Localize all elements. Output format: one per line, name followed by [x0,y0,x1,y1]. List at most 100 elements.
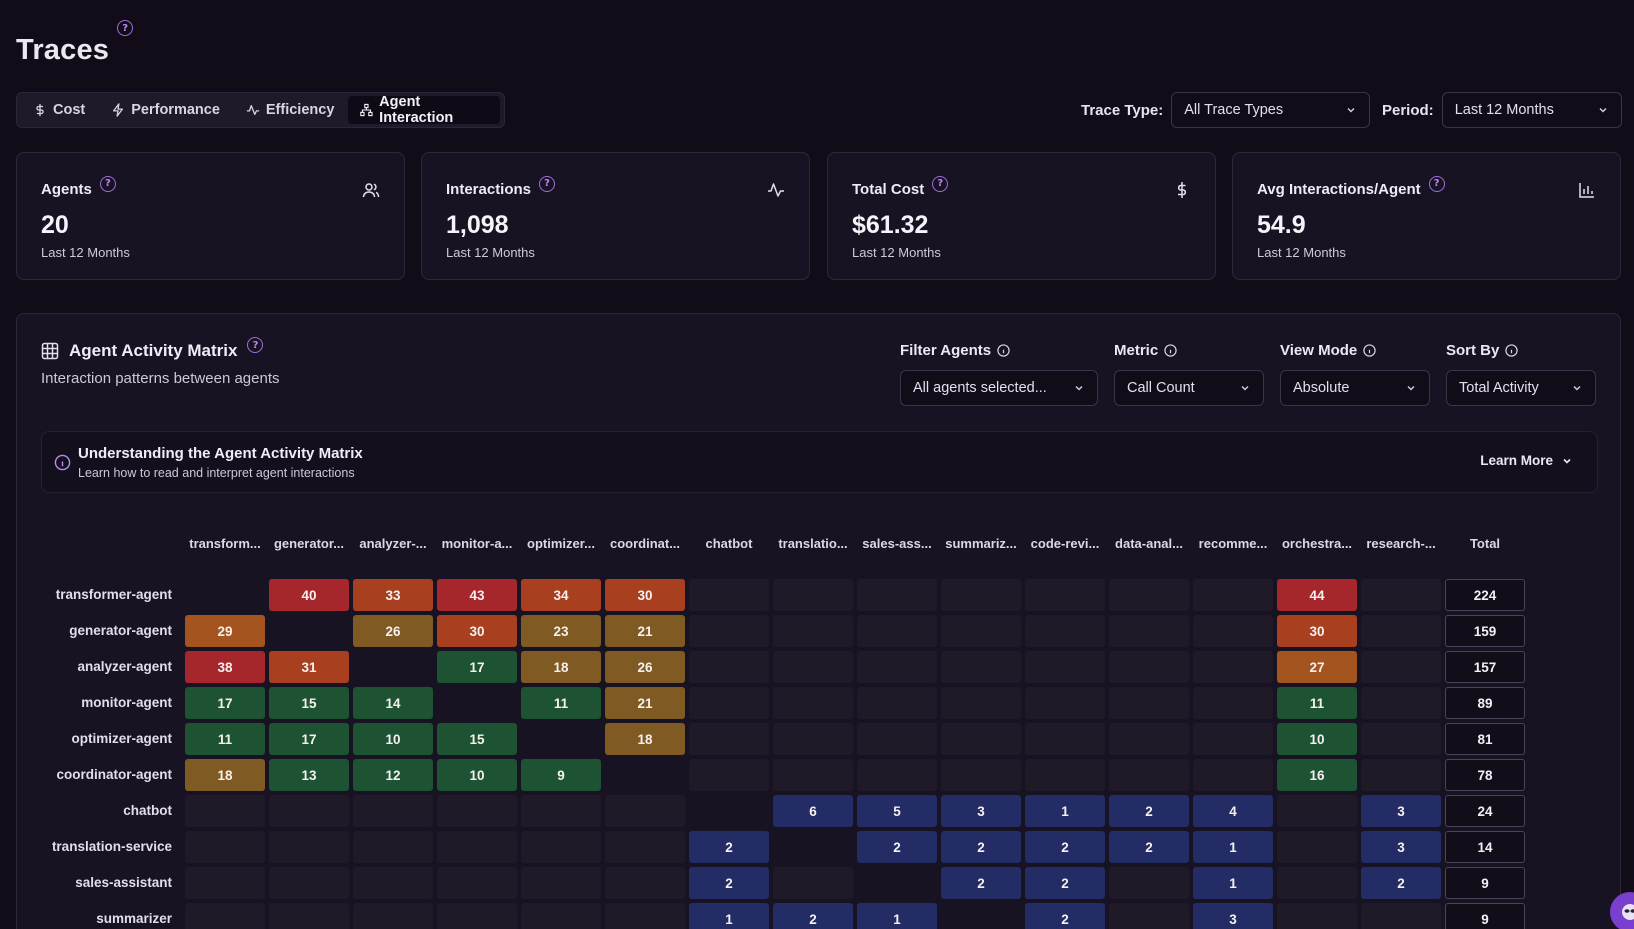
chevron-down-icon [1075,385,1083,391]
matrix-cell[interactable]: 23 [521,615,601,647]
matrix-column-header[interactable]: summariz... [945,536,1017,551]
info-icon[interactable] [997,343,1010,357]
matrix-cell[interactable]: 1 [1193,831,1273,863]
matrix-cell-empty [1361,579,1441,611]
matrix-cell[interactable]: 13 [269,759,349,791]
matrix-cell[interactable]: 2 [1109,795,1189,827]
matrix-cell[interactable]: 2 [1025,867,1105,899]
matrix-cell[interactable]: 10 [437,759,517,791]
tab-efficiency[interactable]: Efficiency [234,96,347,124]
help-icon[interactable]: ? [539,175,556,192]
matrix-column-header[interactable]: orchestra... [1281,536,1353,551]
matrix-cell[interactable]: 9 [521,759,601,791]
matrix-cell[interactable]: 30 [1277,615,1357,647]
matrix-cell[interactable]: 18 [185,759,265,791]
matrix-cell[interactable]: 2 [773,903,853,929]
matrix-cell[interactable]: 2 [1361,867,1441,899]
trace-type-select[interactable]: All Trace Types [1171,92,1371,128]
learn-more-button[interactable]: Learn More [1480,453,1573,468]
matrix-cell[interactable]: 2 [689,867,769,899]
info-icon[interactable] [1505,343,1519,357]
matrix-cell[interactable]: 17 [269,723,349,755]
matrix-column-header[interactable]: research-... [1366,536,1436,551]
matrix-cell[interactable]: 40 [269,579,349,611]
matrix-cell[interactable]: 2 [941,867,1021,899]
matrix-column-header[interactable]: coordinat... [609,536,681,551]
matrix-cell[interactable]: 16 [1277,759,1357,791]
filter-agents-select[interactable]: All agents selected... [900,370,1098,406]
matrix-cell[interactable]: 3 [1193,903,1273,929]
matrix-cell[interactable]: 26 [605,651,685,683]
tab-cost[interactable]: Cost [21,96,97,124]
matrix-cell[interactable]: 2 [941,831,1021,863]
matrix-column-header[interactable]: chatbot [705,536,753,551]
matrix-cell-empty [1361,759,1441,791]
period-select[interactable]: Last 12 Months [1441,92,1622,128]
matrix-cell[interactable]: 21 [605,615,685,647]
matrix-cell[interactable]: 14 [353,687,433,719]
matrix-cell[interactable]: 6 [773,795,853,827]
matrix-cell[interactable]: 17 [437,651,517,683]
matrix-column-header[interactable]: optimizer... [527,536,595,551]
matrix-cell[interactable]: 18 [605,723,685,755]
matrix-column-header[interactable]: code-revi... [1030,536,1100,551]
help-icon[interactable]: ? [247,337,264,353]
matrix-cell[interactable]: 1 [1193,867,1273,899]
matrix-cell[interactable]: 2 [1025,831,1105,863]
matrix-cell[interactable]: 15 [269,687,349,719]
matrix-column-header[interactable]: sales-ass... [862,536,932,551]
matrix-cell[interactable]: 31 [269,651,349,683]
matrix-cell[interactable]: 4 [1193,795,1273,827]
help-icon[interactable]: ? [932,175,949,192]
sort-by-select[interactable]: Total Activity [1446,370,1596,406]
info-icon[interactable] [1164,343,1177,357]
matrix-column-header[interactable]: data-anal... [1115,536,1183,551]
matrix-cell[interactable]: 10 [353,723,433,755]
matrix-cell[interactable]: 12 [353,759,433,791]
matrix-cell[interactable]: 26 [353,615,433,647]
matrix-cell[interactable]: 11 [185,723,265,755]
matrix-column-header[interactable]: analyzer-... [359,536,427,551]
matrix-cell[interactable]: 11 [521,687,601,719]
matrix-cell[interactable]: 2 [1109,831,1189,863]
matrix-cell[interactable]: 18 [521,651,601,683]
matrix-cell[interactable]: 33 [353,579,433,611]
matrix-cell[interactable]: 2 [689,831,769,863]
matrix-cell[interactable]: 29 [185,615,265,647]
matrix-cell[interactable]: 2 [1025,903,1105,929]
matrix-cell[interactable]: 44 [1277,579,1357,611]
tab-agent-interaction[interactable]: Agent Interaction [348,94,500,126]
matrix-column-header[interactable]: recomme... [1198,536,1268,551]
matrix-cell[interactable]: 27 [1277,651,1357,683]
matrix-cell[interactable]: 3 [1361,795,1441,827]
matrix-cell[interactable]: 21 [605,687,685,719]
matrix-cell[interactable]: 10 [1277,723,1357,755]
matrix-cell[interactable]: 43 [437,579,517,611]
matrix-cell[interactable]: 3 [1361,831,1441,863]
matrix-cell[interactable]: 3 [941,795,1021,827]
metric-select[interactable]: Call Count [1114,370,1264,406]
assistant-avatar-button[interactable] [1610,892,1634,929]
help-icon[interactable]: ? [117,20,134,36]
help-icon[interactable]: ? [1428,175,1445,192]
matrix-cell[interactable]: 15 [437,723,517,755]
matrix-cell[interactable]: 30 [605,579,685,611]
matrix-cell[interactable]: 5 [857,795,937,827]
matrix-column-header[interactable]: transform... [189,536,261,551]
matrix-cell[interactable]: 1 [857,903,937,929]
matrix-column-header[interactable]: translatio... [778,536,848,551]
matrix-cell[interactable]: 1 [689,903,769,929]
view-mode-select[interactable]: Absolute [1280,370,1430,406]
matrix-cell[interactable]: 11 [1277,687,1357,719]
info-icon[interactable] [1363,343,1376,357]
matrix-column-header[interactable]: monitor-a... [441,536,513,551]
tab-performance[interactable]: Performance [99,96,232,124]
matrix-cell[interactable]: 17 [185,687,265,719]
matrix-cell[interactable]: 1 [1025,795,1105,827]
help-icon[interactable]: ? [99,175,116,192]
matrix-cell[interactable]: 30 [437,615,517,647]
matrix-cell[interactable]: 34 [521,579,601,611]
matrix-column-header[interactable]: generator... [273,536,345,551]
matrix-cell[interactable]: 38 [185,651,265,683]
matrix-cell[interactable]: 2 [857,831,937,863]
